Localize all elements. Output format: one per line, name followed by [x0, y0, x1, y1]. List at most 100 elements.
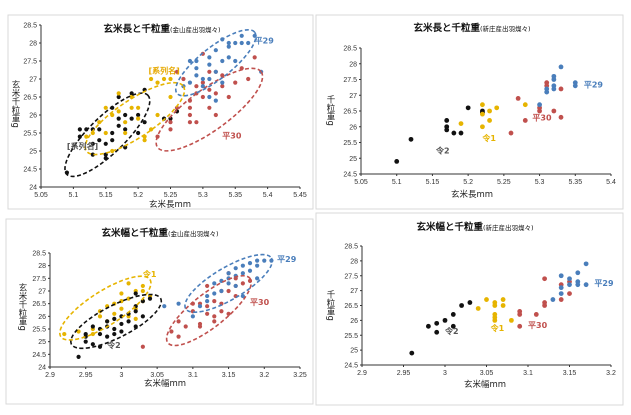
data-point	[459, 303, 464, 308]
data-point	[255, 276, 260, 281]
chart-title: 玄米長と千粒重(新庄産出羽燦々)	[413, 22, 530, 34]
data-point	[515, 96, 521, 101]
data-point	[169, 329, 174, 334]
data-point	[583, 261, 589, 267]
data-point	[480, 102, 485, 108]
data-point	[103, 141, 108, 146]
series-平30	[140, 271, 253, 349]
data-point	[492, 317, 498, 323]
data-point	[207, 62, 212, 67]
data-point	[226, 311, 231, 316]
data-point	[205, 304, 210, 309]
data-point	[246, 76, 251, 82]
data-point	[142, 138, 147, 143]
data-point	[76, 354, 81, 359]
data-point	[176, 334, 181, 339]
data-point	[255, 258, 260, 263]
y-tick-label: 28	[349, 61, 357, 68]
data-point	[239, 33, 244, 38]
data-point	[233, 283, 238, 289]
data-point	[181, 76, 186, 82]
data-point	[119, 329, 124, 334]
x-tick-label: 5.3	[535, 179, 545, 186]
data-point	[567, 282, 572, 288]
group-ellipse	[174, 28, 257, 97]
x-tick-label: 5.25	[164, 192, 178, 199]
data-point	[97, 314, 103, 319]
group-ellipse	[165, 274, 253, 347]
data-point	[140, 344, 145, 349]
data-point	[450, 312, 456, 317]
x-tick-label: 5.25	[497, 179, 511, 186]
data-point	[226, 271, 231, 276]
data-point	[480, 111, 485, 117]
chart-subtitle: (新庄産出羽燦々)	[483, 223, 534, 232]
data-point	[212, 291, 217, 296]
data-point	[194, 120, 199, 125]
data-point	[116, 91, 121, 96]
y-tick-label: 25.5	[344, 333, 358, 340]
x-axis-title: 玄米幅mm	[464, 379, 506, 390]
data-point	[155, 80, 160, 85]
y-tick-label: 24.5	[344, 363, 358, 370]
data-point	[475, 306, 481, 311]
data-point	[394, 159, 400, 164]
data-point	[77, 134, 82, 139]
data-point	[450, 323, 456, 329]
data-point	[494, 105, 500, 111]
data-point	[517, 312, 523, 317]
data-point	[205, 293, 210, 299]
data-point	[142, 120, 147, 125]
data-point	[200, 80, 205, 85]
data-point	[148, 76, 154, 82]
data-point	[200, 94, 205, 100]
data-point	[161, 76, 167, 82]
y-tick-label: 27.5	[23, 59, 37, 66]
chart-subtitle: (金山産出羽燦々)	[168, 229, 219, 238]
x-tick-label: 5.4	[606, 179, 616, 186]
data-point	[542, 303, 547, 308]
y-tick-label: 26	[38, 314, 46, 321]
x-tick-label: 5.1	[69, 192, 79, 199]
data-point	[116, 109, 121, 114]
y-tick-label: 26	[29, 113, 37, 120]
chart-subtitle: (金山産出羽燦々)	[170, 25, 221, 34]
data-point	[558, 64, 564, 70]
group-ellipse	[64, 92, 151, 178]
data-point	[240, 281, 245, 286]
x-tick-label: 2.9	[357, 370, 367, 377]
chart-title-main: 玄米幅と千粒重	[101, 227, 168, 239]
data-point	[119, 321, 124, 327]
data-point	[558, 86, 564, 92]
series-令2	[409, 300, 473, 356]
data-point	[97, 127, 102, 132]
series-label: 令2	[435, 146, 450, 156]
data-point	[110, 138, 115, 143]
data-point	[226, 94, 231, 100]
x-tick-label: 3.1	[188, 372, 198, 379]
chart-title: 玄米幅と千粒重(金山産出羽燦々)	[101, 227, 218, 239]
series-label: 平30	[250, 298, 270, 307]
y-tick-label: 28.5	[23, 23, 37, 30]
series-label: 平30	[222, 131, 242, 140]
data-point	[219, 309, 224, 314]
y-tick-label: 25	[29, 149, 37, 156]
data-point	[575, 282, 581, 288]
x-tick-label: 5.4	[263, 192, 273, 199]
x-tick-label: 5.2	[133, 192, 143, 199]
data-point	[129, 116, 134, 121]
data-point	[533, 312, 539, 317]
data-point	[123, 130, 128, 136]
data-point	[194, 73, 199, 78]
chart-title: 玄米幅と千粒重(新庄産出羽燦々)	[416, 221, 533, 233]
data-point	[200, 84, 205, 89]
y-tick-label: 25.5	[23, 131, 37, 138]
data-point	[176, 319, 181, 324]
data-point	[558, 297, 564, 302]
series-label: [系列名]	[67, 141, 98, 151]
data-point	[465, 105, 471, 111]
data-point	[112, 331, 117, 337]
data-point	[110, 112, 115, 118]
data-point	[136, 130, 141, 136]
